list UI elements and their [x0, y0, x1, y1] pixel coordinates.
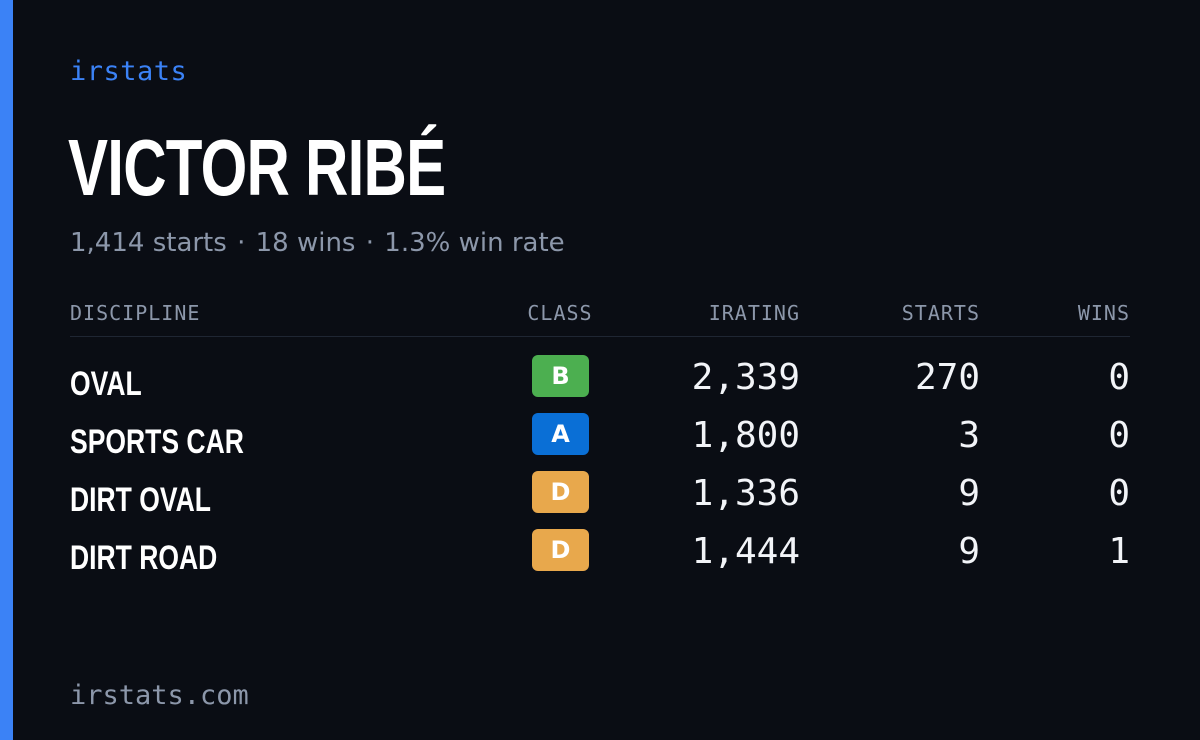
header-starts: STARTS: [901, 301, 980, 325]
starts-value: 3: [958, 415, 980, 456]
table-row: SPORTS CAR A 1,800 3 0: [70, 413, 1130, 471]
summary-starts: 1,414 starts: [70, 228, 227, 258]
table-row: DIRT OVAL D 1,336 9 0: [70, 471, 1130, 529]
header-wins: WINS: [1077, 301, 1130, 325]
brand-logo-text: irstats: [70, 56, 188, 87]
discipline-name: SPORTS CAR: [70, 423, 244, 461]
class-badge: D: [532, 471, 589, 513]
accent-bar: [0, 0, 13, 740]
stats-table: DISCIPLINE CLASS IRATING STARTS WINS OVA…: [70, 296, 1130, 587]
discipline-name: DIRT ROAD: [70, 539, 218, 577]
table-row: DIRT ROAD D 1,444 9 1: [70, 529, 1130, 587]
class-badge: B: [532, 355, 589, 397]
table-body: OVAL B 2,339 270 0 SPORTS CAR A 1,800 3 …: [70, 337, 1130, 587]
irating-value: 1,800: [691, 415, 800, 456]
irating-value: 1,336: [691, 473, 800, 514]
wins-value: 0: [1108, 473, 1130, 514]
class-badge: A: [532, 413, 589, 455]
irating-value: 1,444: [691, 531, 800, 572]
starts-value: 9: [958, 531, 980, 572]
header-class: CLASS: [527, 301, 593, 325]
summary-win-rate: 1.3% win rate: [384, 228, 565, 258]
summary-wins: 18 wins: [255, 228, 356, 258]
irating-value: 2,339: [691, 357, 800, 398]
table-row: OVAL B 2,339 270 0: [70, 355, 1130, 413]
wins-value: 0: [1108, 415, 1130, 456]
summary-separator: ·: [365, 228, 375, 258]
player-summary: 1,414 starts · 18 wins · 1.3% win rate: [70, 228, 565, 258]
wins-value: 1: [1108, 531, 1130, 572]
discipline-name: OVAL: [70, 365, 142, 403]
summary-separator: ·: [237, 228, 246, 258]
footer-domain: irstats.com: [70, 680, 249, 711]
player-name: VICTOR RIBÉ: [68, 123, 446, 212]
header-discipline: DISCIPLINE: [70, 301, 201, 325]
discipline-name: DIRT OVAL: [70, 481, 211, 519]
starts-value: 270: [914, 357, 980, 398]
wins-value: 0: [1108, 357, 1130, 398]
header-irating: IRATING: [708, 301, 800, 325]
class-badge: D: [532, 529, 589, 571]
starts-value: 9: [958, 473, 980, 514]
table-header: DISCIPLINE CLASS IRATING STARTS WINS: [70, 296, 1130, 337]
